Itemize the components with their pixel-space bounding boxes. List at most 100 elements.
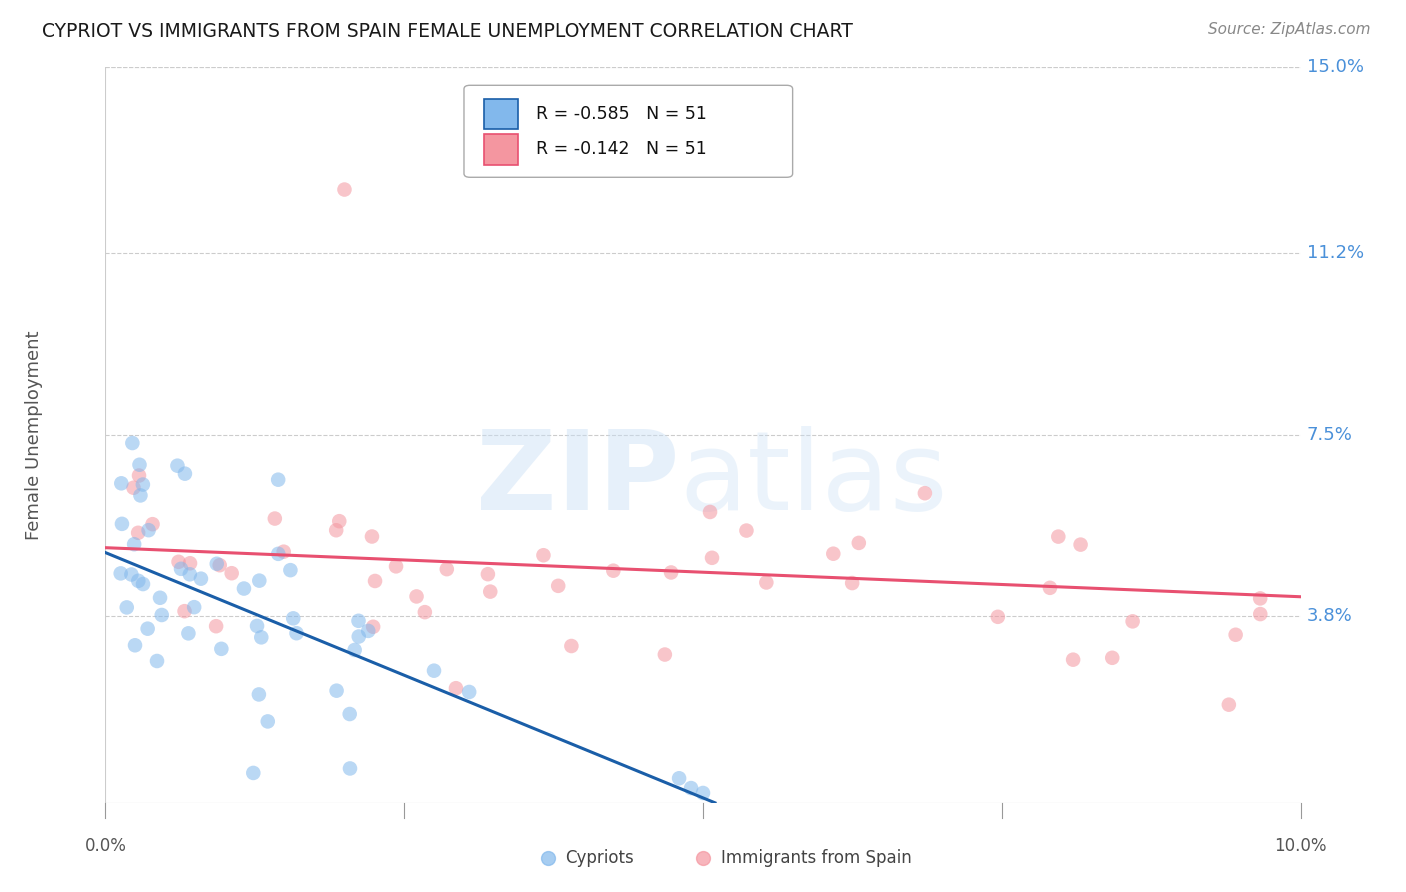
- Immigrants from Spain: [127, 525, 149, 540]
- Immigrants from Spain: [655, 148, 679, 162]
- Cypriots: [357, 624, 380, 638]
- Cypriots: [232, 582, 254, 596]
- Text: 3.8%: 3.8%: [1306, 607, 1353, 625]
- Immigrants from Spain: [602, 564, 624, 578]
- Immigrants from Spain: [654, 648, 676, 662]
- Immigrants from Spain: [823, 547, 845, 561]
- Immigrants from Spain: [141, 517, 163, 532]
- Immigrants from Spain: [914, 486, 936, 500]
- Cypriots: [458, 685, 481, 699]
- Immigrants from Spain: [325, 523, 347, 537]
- Cypriots: [246, 619, 269, 633]
- Cypriots: [110, 476, 132, 491]
- Text: Source: ZipAtlas.com: Source: ZipAtlas.com: [1208, 22, 1371, 37]
- FancyBboxPatch shape: [484, 134, 517, 165]
- Cypriots: [132, 577, 155, 591]
- Cypriots: [423, 664, 446, 678]
- Immigrants from Spain: [167, 555, 190, 569]
- Cypriots: [681, 781, 703, 796]
- Immigrants from Spain: [1218, 698, 1240, 712]
- Immigrants from Spain: [444, 681, 467, 696]
- Cypriots: [668, 771, 690, 786]
- Cypriots: [242, 766, 264, 780]
- Cypriots: [121, 436, 143, 450]
- Immigrants from Spain: [385, 559, 408, 574]
- Text: Female Unemployment: Female Unemployment: [25, 330, 42, 540]
- Immigrants from Spain: [328, 514, 350, 528]
- Cypriots: [247, 688, 270, 702]
- Cypriots: [166, 458, 188, 473]
- Text: atlas: atlas: [679, 425, 948, 533]
- Cypriots: [283, 611, 305, 625]
- Text: ZIP: ZIP: [475, 425, 679, 533]
- Immigrants from Spain: [364, 574, 387, 588]
- Cypriots: [127, 574, 149, 588]
- Cypriots: [285, 626, 308, 640]
- Cypriots: [347, 630, 370, 644]
- Immigrants from Spain: [263, 511, 285, 525]
- Cypriots: [124, 638, 146, 652]
- Cypriots: [267, 473, 290, 487]
- Text: 10.0%: 10.0%: [1274, 837, 1327, 855]
- Cypriots: [183, 600, 205, 615]
- Immigrants from Spain: [735, 524, 758, 538]
- Cypriots: [347, 614, 370, 628]
- Cypriots: [190, 572, 212, 586]
- Text: 15.0%: 15.0%: [1306, 58, 1364, 76]
- Immigrants from Spain: [848, 536, 870, 550]
- Cypriots: [122, 537, 145, 551]
- Text: R = -0.142   N = 51: R = -0.142 N = 51: [536, 140, 706, 158]
- Immigrants from Spain: [128, 468, 150, 483]
- Cypriots: [136, 622, 159, 636]
- Immigrants from Spain: [413, 605, 436, 619]
- Cypriots: [110, 566, 132, 581]
- Immigrants from Spain: [755, 575, 778, 590]
- Immigrants from Spain: [205, 619, 228, 633]
- Immigrants from Spain: [173, 604, 195, 618]
- Text: 0.0%: 0.0%: [84, 837, 127, 855]
- Immigrants from Spain: [1225, 628, 1247, 642]
- Cypriots: [115, 600, 138, 615]
- Cypriots: [177, 626, 200, 640]
- Immigrants from Spain: [479, 584, 502, 599]
- Cypriots: [250, 631, 273, 645]
- Immigrants from Spain: [700, 550, 723, 565]
- Immigrants from Spain: [361, 529, 384, 543]
- Immigrants from Spain: [1249, 591, 1271, 606]
- FancyBboxPatch shape: [484, 98, 517, 129]
- Text: 11.2%: 11.2%: [1306, 244, 1364, 262]
- Cypriots: [111, 516, 134, 531]
- Immigrants from Spain: [1070, 538, 1092, 552]
- Immigrants from Spain: [659, 566, 682, 580]
- Cypriots: [174, 467, 197, 481]
- FancyBboxPatch shape: [464, 86, 793, 178]
- Cypriots: [179, 567, 201, 582]
- Immigrants from Spain: [179, 556, 201, 570]
- Immigrants from Spain: [333, 182, 356, 196]
- Cypriots: [339, 706, 361, 721]
- Cypriots: [209, 641, 232, 656]
- Immigrants from Spain: [547, 579, 569, 593]
- Cypriots: [149, 591, 172, 605]
- Text: Cypriots: Cypriots: [565, 849, 634, 867]
- Immigrants from Spain: [533, 548, 555, 562]
- Immigrants from Spain: [560, 639, 582, 653]
- Cypriots: [146, 654, 169, 668]
- Immigrants from Spain: [1122, 615, 1144, 629]
- Cypriots: [267, 547, 290, 561]
- Immigrants from Spain: [699, 505, 721, 519]
- Cypriots: [132, 477, 155, 491]
- Cypriots: [170, 562, 193, 576]
- Immigrants from Spain: [1039, 581, 1062, 595]
- Text: CYPRIOT VS IMMIGRANTS FROM SPAIN FEMALE UNEMPLOYMENT CORRELATION CHART: CYPRIOT VS IMMIGRANTS FROM SPAIN FEMALE …: [42, 22, 853, 41]
- Immigrants from Spain: [405, 590, 427, 604]
- Text: Immigrants from Spain: Immigrants from Spain: [721, 849, 911, 867]
- Cypriots: [256, 714, 278, 729]
- Cypriots: [205, 557, 228, 571]
- Immigrants from Spain: [1249, 607, 1271, 621]
- Immigrants from Spain: [477, 567, 499, 582]
- Immigrants from Spain: [841, 576, 863, 591]
- Cypriots: [128, 458, 150, 472]
- Immigrants from Spain: [987, 609, 1010, 624]
- Cypriots: [138, 523, 160, 537]
